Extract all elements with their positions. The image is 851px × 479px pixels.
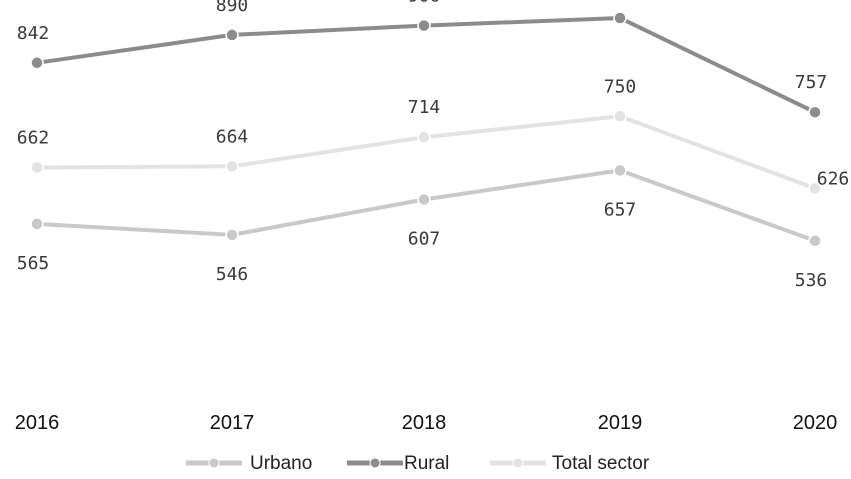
x-tick-label: 2018: [402, 412, 447, 434]
urbano-point: [30, 217, 44, 231]
rural-data-label: 757: [795, 72, 828, 93]
rural-point: [808, 105, 822, 119]
urbano-point: [808, 234, 822, 248]
urbano-data-label: 657: [604, 199, 637, 220]
rural-point: [613, 11, 627, 25]
rural-point: [225, 28, 239, 42]
series-points: [30, 11, 822, 248]
data-labels: 6626647147506265655466076575368428909069…: [17, 0, 850, 291]
rural-point: [417, 18, 431, 33]
urbano-point: [613, 163, 627, 178]
total-sector-data-label: 662: [17, 128, 50, 149]
x-axis-ticks: 2016 2017 2018 2019 2020: [15, 412, 838, 434]
total-sector-point: [613, 109, 627, 124]
legend-point-marker: [512, 457, 524, 469]
urbano-data-label: 536: [795, 270, 828, 291]
legend-item-rural: Rural: [347, 453, 449, 474]
x-tick-label: 2017: [210, 412, 255, 434]
total-sector-data-label: 626: [817, 168, 850, 189]
legend-item-total-sector: Total sector: [490, 453, 650, 474]
legend-point-marker: [208, 457, 220, 469]
rural-point: [30, 56, 44, 70]
total-sector-point: [225, 159, 239, 174]
total-sector-line: [35, 114, 817, 191]
x-tick-label: 2019: [598, 412, 643, 434]
legend-label: Total sector: [552, 453, 650, 474]
urbano-point: [225, 228, 239, 242]
rural-data-label: 906: [408, 0, 441, 7]
total-sector-data-label: 750: [604, 76, 637, 97]
total-sector-data-label: 714: [408, 97, 441, 118]
legend-label: Urbano: [250, 453, 312, 474]
legend: Urbano Rural Total sector: [186, 453, 650, 474]
urbano-point: [417, 192, 431, 207]
total-sector-point: [30, 160, 44, 175]
x-tick-label: 2020: [793, 412, 838, 434]
legend-item-urbano: Urbano: [186, 453, 312, 474]
total-sector-point: [808, 181, 822, 196]
rural-data-label: 842: [17, 23, 50, 44]
urbano-data-label: 607: [408, 229, 441, 250]
urbano-data-label: 565: [17, 253, 50, 274]
rural-data-label: 890: [216, 0, 249, 16]
x-tick-label: 2016: [15, 412, 60, 434]
urbano-data-label: 546: [216, 264, 249, 285]
legend-label: Rural: [404, 453, 449, 474]
total-sector-data-label: 664: [216, 126, 249, 147]
legend-point-marker: [369, 457, 381, 469]
series-lines: [35, 16, 817, 243]
total-sector-point: [417, 130, 431, 144]
